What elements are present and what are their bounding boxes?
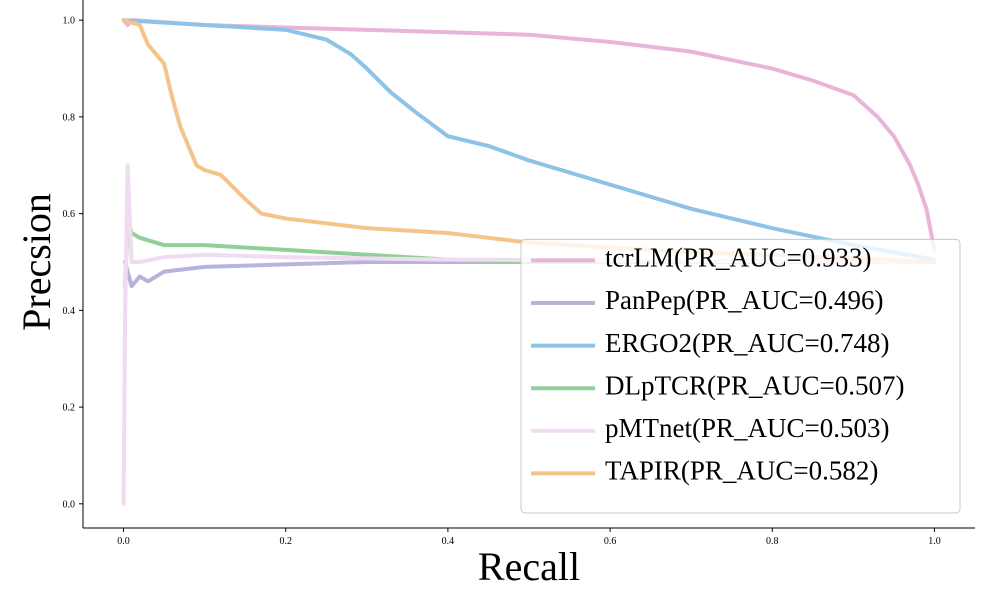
x-tick-label: 0.2: [279, 536, 292, 547]
legend-label: ERGO2(PR_AUC=0.748): [605, 328, 890, 358]
legend: tcrLM(PR_AUC=0.933) PanPep(PR_AUC=0.496) E…: [520, 238, 961, 514]
pr-curve: [121, 18, 937, 262]
y-tick-label: 0.2: [63, 403, 76, 414]
legend-label: DLpTCR(PR_AUC=0.507): [605, 370, 905, 400]
legend-label: pMTnet(PR_AUC=0.503): [605, 413, 889, 443]
pr-curve: [121, 18, 937, 252]
x-axis-label: Recall: [478, 544, 580, 589]
x-tick-label: 0.8: [766, 536, 779, 547]
x-tick-label: 0.6: [604, 536, 617, 547]
pr-curve: [121, 163, 937, 506]
y-tick-label: 1.0: [63, 16, 76, 27]
x-tick-label: 0.0: [117, 536, 130, 547]
y-axis-label: Precsion: [14, 193, 59, 331]
y-tick-label: 0.0: [63, 499, 76, 510]
legend-label: PanPep(PR_AUC=0.496): [605, 285, 884, 315]
y-tick-label: 0.6: [63, 209, 76, 220]
legend-label: tcrLM(PR_AUC=0.933): [605, 243, 871, 273]
pr-curve: [123, 260, 937, 289]
x-tick-label: 0.4: [442, 536, 455, 547]
x-tick-label: 1.0: [928, 536, 941, 547]
y-tick-label: 0.4: [63, 306, 76, 317]
legend-label: TAPIR(PR_AUC=0.582): [605, 456, 878, 486]
legend-box: [520, 238, 961, 514]
pr-curve: [121, 18, 937, 264]
y-tick-label: 0.8: [63, 112, 76, 123]
